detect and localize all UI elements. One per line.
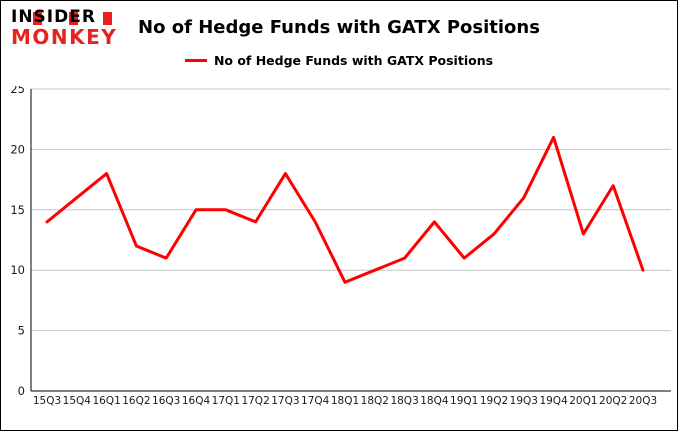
logo-red-block (69, 12, 78, 25)
x-tick-label: 20Q1 (569, 395, 597, 407)
insider-monkey-logo: INSIDER MONKEY (11, 8, 123, 49)
y-tick-label: 15 (10, 203, 25, 217)
chart-legend: No of Hedge Funds with GATX Positions (1, 53, 677, 68)
legend-line-swatch (184, 59, 207, 62)
y-tick-label: 20 (10, 142, 25, 156)
x-tick-label: 16Q1 (92, 395, 120, 407)
x-tick-label: 19Q2 (480, 395, 508, 407)
x-tick-label: 17Q1 (212, 395, 240, 407)
x-tick-label: 16Q3 (152, 395, 180, 407)
y-tick-label: 5 (18, 324, 25, 338)
x-tick-label: 19Q4 (539, 395, 568, 407)
x-tick-label: 18Q2 (361, 395, 389, 407)
x-tick-label: 20Q3 (629, 395, 657, 407)
y-tick-label: 10 (10, 263, 25, 277)
x-tick-label: 15Q4 (63, 395, 92, 407)
logo-red-block (103, 12, 112, 25)
x-tick-label: 17Q4 (301, 395, 330, 407)
y-tick-label: 25 (10, 86, 25, 96)
page-title: No of Hedge Funds with GATX Positions (138, 17, 540, 38)
legend-label: No of Hedge Funds with GATX Positions (213, 53, 494, 68)
logo-red-block (33, 12, 42, 25)
x-tick-label: 17Q2 (241, 395, 269, 407)
y-tick-label: 0 (18, 384, 25, 398)
x-tick-label: 17Q3 (271, 395, 299, 407)
series-line (45, 135, 645, 284)
x-tick-label: 15Q3 (33, 395, 61, 407)
logo-insider-text: INSIDER (11, 8, 123, 27)
logo-monkey-text: MONKEY (11, 24, 118, 49)
x-tick-label: 20Q2 (599, 395, 627, 407)
x-tick-label: 16Q2 (122, 395, 150, 407)
x-tick-label: 19Q1 (450, 395, 478, 407)
x-tick-label: 19Q3 (510, 395, 538, 407)
x-tick-label: 18Q1 (331, 395, 359, 407)
x-tick-label: 16Q4 (182, 395, 211, 407)
x-tick-label: 18Q3 (390, 395, 418, 407)
x-tick-label: 18Q4 (420, 395, 449, 407)
